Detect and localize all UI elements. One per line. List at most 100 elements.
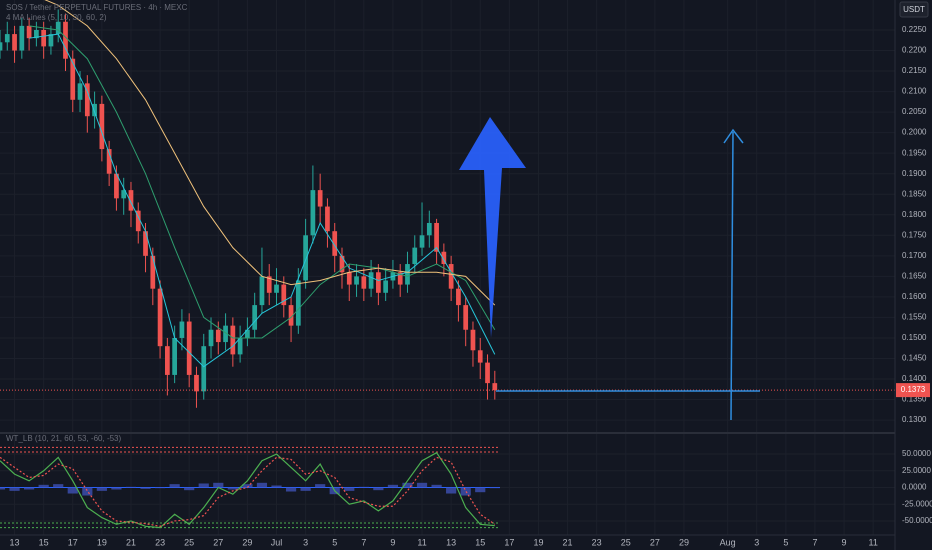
candle-body xyxy=(172,337,177,375)
histogram-bar xyxy=(315,484,326,488)
candle-body xyxy=(470,329,476,351)
x-tick-label: 5 xyxy=(332,537,337,547)
y-tick-label: 0.1850 xyxy=(902,189,927,198)
candle-body xyxy=(4,34,10,43)
y-tick-label: 0.1300 xyxy=(902,415,927,424)
candle-body xyxy=(106,149,112,174)
candle-body xyxy=(223,325,228,343)
chart-title: SOS / Tether PERPETUAL FUTURES · 4h · ME… xyxy=(6,3,188,12)
candle-body xyxy=(485,362,490,384)
histogram-bar xyxy=(184,487,195,491)
y-tick-label: 0.1450 xyxy=(902,354,927,363)
candle-body xyxy=(463,305,469,330)
y-tick-label: -25.0000 xyxy=(902,499,932,508)
candle-body xyxy=(354,276,359,285)
y-tick-label: 0.0000 xyxy=(902,483,927,492)
x-tick-label: 21 xyxy=(563,537,573,547)
histogram-bar xyxy=(416,482,428,488)
candle-body xyxy=(63,21,68,59)
histogram-bar xyxy=(154,487,166,489)
candle-body xyxy=(281,284,287,306)
candle-body xyxy=(368,272,374,289)
y-tick-label: 0.1800 xyxy=(902,210,927,219)
candle-body xyxy=(332,231,338,256)
candle-body xyxy=(434,222,439,252)
y-tick-label: 0.1750 xyxy=(902,230,927,239)
candle-body xyxy=(215,329,221,343)
x-tick-label: 17 xyxy=(504,537,514,547)
histogram-bar xyxy=(198,483,209,488)
target-arrow xyxy=(723,128,744,421)
candle-body xyxy=(194,374,199,392)
y-tick-label: 50.0000 xyxy=(902,449,931,458)
currency-button[interactable] xyxy=(899,1,929,18)
histogram-bar xyxy=(446,487,457,494)
x-tick-label: 3 xyxy=(754,537,759,547)
candle-body xyxy=(99,103,105,150)
candle-body xyxy=(492,383,498,391)
candle-body xyxy=(477,350,483,363)
x-tick-label: 9 xyxy=(390,537,395,547)
candle-body xyxy=(303,235,308,281)
candle-body xyxy=(34,29,39,39)
x-tick-label: 25 xyxy=(184,537,194,547)
histogram-bar xyxy=(67,487,78,494)
y-tick-label: 0.1700 xyxy=(902,251,927,260)
y-tick-label: 0.2200 xyxy=(902,46,927,55)
candle-body xyxy=(310,190,316,236)
candle-body xyxy=(456,288,461,306)
x-tick-label: 19 xyxy=(97,537,107,547)
histogram-bar xyxy=(300,487,311,491)
x-tick-label: 13 xyxy=(10,537,20,547)
y-tick-label: 0.2000 xyxy=(902,128,927,137)
x-tick-label: 7 xyxy=(812,537,817,547)
candle-body xyxy=(12,34,17,51)
histogram-bar xyxy=(402,482,413,488)
histogram-bar xyxy=(460,487,471,496)
candle-body xyxy=(346,272,352,285)
candle-body xyxy=(179,321,185,338)
candle-body xyxy=(150,255,156,289)
x-tick-label: 27 xyxy=(213,537,223,547)
histogram-bar xyxy=(431,484,442,488)
currency-label: USDT xyxy=(903,5,925,14)
candle-body xyxy=(114,173,119,199)
candle-body xyxy=(84,83,90,117)
x-tick-label: 25 xyxy=(621,537,631,547)
candle-body xyxy=(266,276,272,293)
candle-body xyxy=(237,337,243,355)
candle-body xyxy=(339,255,345,273)
histogram-bar xyxy=(111,487,122,490)
y-tick-label: -50.0000 xyxy=(902,516,932,525)
candle-body xyxy=(448,264,454,289)
ma-line xyxy=(29,33,496,368)
candle-body xyxy=(426,222,432,236)
indicator-title: WT_LB (10, 21, 60, 53, -60, -53) xyxy=(6,434,122,443)
y-tick-label: 0.1650 xyxy=(902,271,927,280)
candle-body xyxy=(259,276,265,306)
histogram-bar xyxy=(387,484,399,488)
wt-line xyxy=(0,456,496,527)
histogram-bar xyxy=(38,484,49,488)
candle-body xyxy=(252,305,258,330)
x-tick-label: Jul xyxy=(271,537,283,547)
candle-body xyxy=(135,210,141,232)
candle-body xyxy=(274,284,279,293)
histogram-bar xyxy=(475,487,486,493)
histogram-bar xyxy=(96,487,107,491)
plot xyxy=(0,0,895,529)
candle-body xyxy=(230,325,236,355)
histogram-bar xyxy=(242,484,253,488)
y-tick-label: 0.1500 xyxy=(902,333,927,342)
x-tick-label: 9 xyxy=(842,537,847,547)
candle-body xyxy=(317,190,323,207)
candle-body xyxy=(412,247,418,265)
histogram-bar xyxy=(140,487,151,489)
candle-body xyxy=(186,321,192,375)
candle-body xyxy=(441,251,447,265)
x-tick-label: 23 xyxy=(592,537,602,547)
candle-body xyxy=(19,25,25,51)
y-tick-label: 0.2250 xyxy=(902,25,927,34)
x-tick-label: 15 xyxy=(475,537,485,547)
x-tick-label: 13 xyxy=(446,537,456,547)
